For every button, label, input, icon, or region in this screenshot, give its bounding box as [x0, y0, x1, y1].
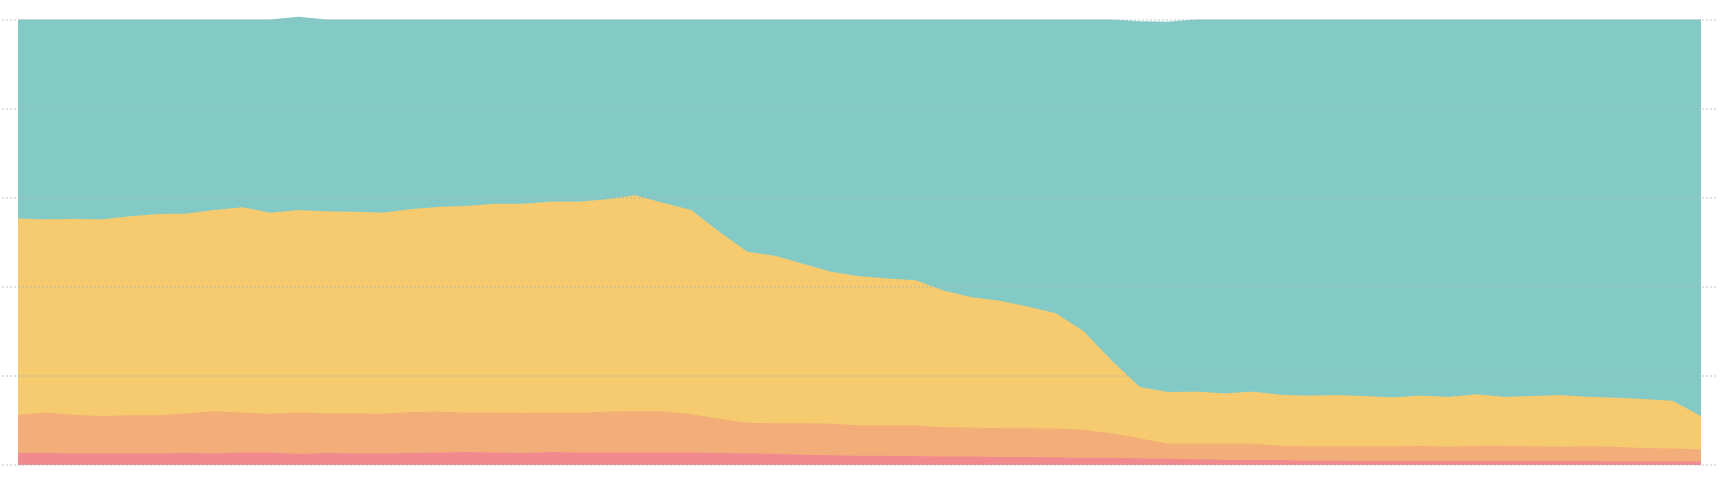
gridlines: [2, 19, 1718, 466]
series-areas: [17, 16, 1702, 465]
series-area-3: [18, 195, 1701, 450]
series-area-4: [18, 17, 1701, 417]
series-area-2: [18, 411, 1701, 462]
series-area-1: [18, 452, 1701, 465]
